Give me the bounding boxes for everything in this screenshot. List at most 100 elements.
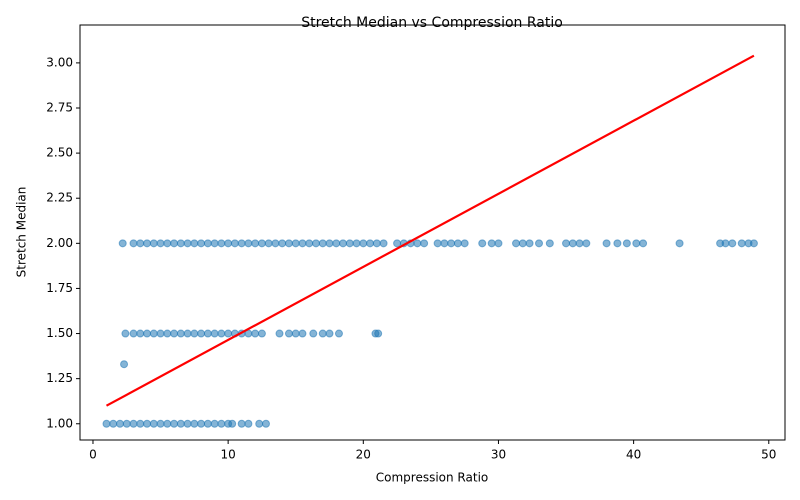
point [176,419,185,428]
point [278,239,287,248]
y-tick-label: 1.25 [46,371,73,385]
x-tick-label: 50 [761,448,776,462]
point [224,239,233,248]
point [318,329,327,338]
point [156,329,165,338]
point [149,239,158,248]
point [170,419,179,428]
point [575,239,584,248]
point [728,239,737,248]
point [545,239,554,248]
point [230,239,239,248]
point [622,239,631,248]
point [116,419,125,428]
point [518,239,527,248]
point [379,239,388,248]
point [535,239,544,248]
point [176,329,185,338]
x-tick-label: 40 [626,448,641,462]
point [374,329,383,338]
point [176,239,185,248]
x-tick-label: 20 [356,448,371,462]
point [143,239,152,248]
y-tick-label: 1.00 [46,416,73,430]
point [257,329,266,338]
point [255,419,264,428]
x-axis-label: Compression Ratio [376,471,489,485]
point [311,239,320,248]
point [366,239,375,248]
point [244,239,253,248]
point [602,239,611,248]
point [639,239,648,248]
point [305,239,314,248]
point [512,239,521,248]
point [163,239,172,248]
point [203,329,212,338]
point [334,329,343,338]
point [237,239,246,248]
point [632,239,641,248]
plot-frame [79,24,786,441]
y-tick-label: 2.75 [46,101,73,115]
point [257,239,266,248]
chart-title: Stretch Median vs Compression Ratio [301,15,563,31]
trend-line [105,54,755,407]
point [440,239,449,248]
point [525,239,534,248]
point [291,329,300,338]
point [109,419,118,428]
point [345,239,354,248]
point [217,419,226,428]
y-tick-label: 2.00 [46,236,73,250]
x-tick-label: 0 [89,448,97,462]
point [228,419,237,428]
y-tick-label: 2.25 [46,191,73,205]
point [190,329,199,338]
point [372,239,381,248]
y-tick-label: 1.50 [46,326,73,340]
point [210,329,219,338]
point [433,239,442,248]
point [190,239,199,248]
point [120,360,129,369]
point [163,329,172,338]
point [562,239,571,248]
point [251,329,260,338]
y-tick-label: 2.50 [46,146,73,160]
point [325,329,334,338]
point [183,329,192,338]
point [275,329,284,338]
point [244,419,253,428]
point [359,239,368,248]
point [291,239,300,248]
point [129,329,138,338]
point [447,239,456,248]
point [224,329,233,338]
point [203,419,212,428]
point [487,239,496,248]
point [136,329,145,338]
point [284,239,293,248]
point [149,329,158,338]
point [217,239,226,248]
point [156,419,165,428]
point [237,419,246,428]
point [478,239,487,248]
point [261,419,270,428]
y-tick-label: 1.75 [46,281,73,295]
point [749,239,758,248]
point [163,419,172,428]
point [721,239,730,248]
y-tick-label: 3.00 [46,55,73,69]
x-tick-label: 30 [491,448,506,462]
point [325,239,334,248]
point [318,239,327,248]
point [453,239,462,248]
point [309,329,318,338]
point [183,419,192,428]
point [170,329,179,338]
x-tick-label: 10 [220,448,235,462]
point [675,239,684,248]
